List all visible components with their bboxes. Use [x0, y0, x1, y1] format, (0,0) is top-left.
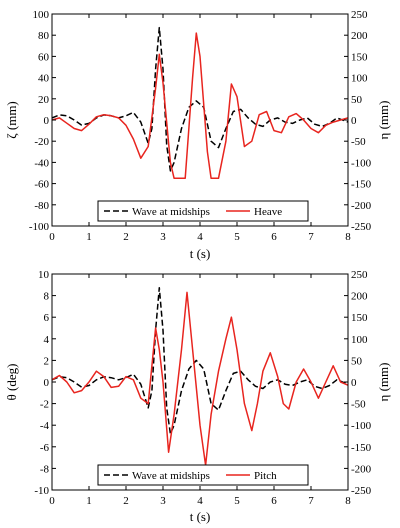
x-tick-label: 5 — [234, 495, 240, 507]
y-left-tick-label: 100 — [33, 9, 50, 21]
y-right-tick-label: 250 — [351, 269, 368, 281]
y-right-tick-label: 200 — [351, 30, 368, 42]
y-right-tick-label: -250 — [351, 221, 372, 233]
series-line-2 — [52, 32, 348, 180]
x-tick-label: 1 — [86, 495, 92, 507]
y-right-tick-label: 150 — [351, 312, 368, 324]
y-left-tick-label: 20 — [38, 94, 50, 106]
y-right-tick-label: 0 — [351, 115, 357, 127]
y-left-tick-label: 8 — [44, 291, 50, 303]
y-left-tick-label: 6 — [44, 312, 50, 324]
y-left-tick-label: -10 — [34, 485, 49, 497]
y-left-tick-label: -80 — [34, 200, 49, 212]
y-right-tick-label: 100 — [351, 73, 368, 85]
y-right-axis-label: η (mm) — [376, 363, 391, 402]
y-right-tick-label: 250 — [351, 9, 368, 21]
y-left-tick-label: -100 — [29, 221, 50, 233]
x-axis-label: t (s) — [190, 509, 211, 524]
y-right-tick-label: -150 — [351, 179, 372, 191]
legend-label-1: Wave at midships — [132, 206, 210, 218]
x-tick-label: 2 — [123, 231, 129, 243]
y-right-tick-label: 100 — [351, 334, 368, 346]
plot-frame — [51, 273, 349, 491]
x-tick-label: 0 — [49, 231, 55, 243]
x-tick-label: 3 — [160, 231, 166, 243]
x-tick-label: 4 — [197, 231, 203, 243]
y-left-tick-label: -20 — [34, 136, 49, 148]
x-tick-label: 5 — [234, 231, 240, 243]
series-line-1 — [52, 287, 348, 435]
series-line-2 — [52, 291, 348, 466]
x-tick-label: 6 — [271, 231, 277, 243]
y-left-tick-label: 4 — [44, 334, 50, 346]
x-tick-label: 6 — [271, 495, 277, 507]
x-axis-label: t (s) — [190, 246, 211, 261]
y-right-tick-label: 0 — [351, 377, 357, 389]
legend-label-2: Pitch — [254, 470, 277, 482]
x-tick-label: 8 — [345, 495, 351, 507]
y-right-tick-label: 50 — [351, 94, 363, 106]
y-left-tick-label: 2 — [44, 355, 50, 367]
y-left-tick-label: -60 — [34, 179, 49, 191]
y-left-axis-label: θ (deg) — [4, 364, 19, 401]
y-left-axis-label: ζ (mm) — [4, 101, 19, 139]
y-right-tick-label: -50 — [351, 136, 366, 148]
y-right-axis-label: η (mm) — [376, 101, 391, 140]
y-right-tick-label: -150 — [351, 442, 372, 454]
y-right-tick-label: 150 — [351, 51, 368, 63]
legend: Wave at midships Heave — [97, 200, 309, 222]
x-tick-label: 4 — [197, 495, 203, 507]
y-left-tick-label: -4 — [40, 420, 50, 432]
y-left-tick-label: -40 — [34, 157, 49, 169]
y-left-tick-label: -8 — [40, 463, 50, 475]
legend-box — [97, 200, 309, 222]
y-right-tick-label: -250 — [351, 485, 372, 497]
y-right-tick-label: 50 — [351, 355, 363, 367]
y-left-tick-label: 10 — [38, 269, 50, 281]
y-right-tick-label: 200 — [351, 291, 368, 303]
y-left-tick-label: 60 — [38, 51, 50, 63]
y-left-tick-label: 80 — [38, 30, 50, 42]
y-left-tick-label: 0 — [44, 377, 50, 389]
y-left-tick-label: 40 — [38, 73, 50, 85]
x-tick-label: 7 — [308, 231, 314, 243]
y-right-tick-label: -200 — [351, 200, 372, 212]
x-tick-label: 3 — [160, 495, 166, 507]
x-tick-label: 7 — [308, 495, 314, 507]
y-right-tick-label: -50 — [351, 399, 366, 411]
y-right-tick-label: -100 — [351, 157, 372, 169]
legend-box — [97, 464, 309, 486]
x-tick-label: 1 — [86, 231, 92, 243]
y-left-tick-label: 0 — [44, 115, 50, 127]
legend-label-2: Heave — [254, 206, 282, 218]
y-right-tick-label: -200 — [351, 463, 372, 475]
chart-panel-2: 0 1 2 3 4 5 6 7 8 10 8 6 4 2 0 -2 -4 -6 -8 -10 250 200 150 100 5… — [4, 269, 391, 524]
legend-label-1: Wave at midships — [132, 470, 210, 482]
y-left-tick-label: -6 — [40, 442, 50, 454]
x-tick-label: 0 — [49, 495, 55, 507]
x-tick-label: 2 — [123, 495, 129, 507]
legend: Wave at midships Pitch — [97, 464, 309, 486]
series-line-1 — [52, 26, 348, 172]
y-left-tick-label: -2 — [40, 399, 49, 411]
y-right-tick-label: -100 — [351, 420, 372, 432]
chart-panel-1: 0 1 2 3 4 5 6 7 8100806040200-20-40-60-80-100250… — [4, 9, 391, 261]
x-tick-label: 8 — [345, 231, 351, 243]
